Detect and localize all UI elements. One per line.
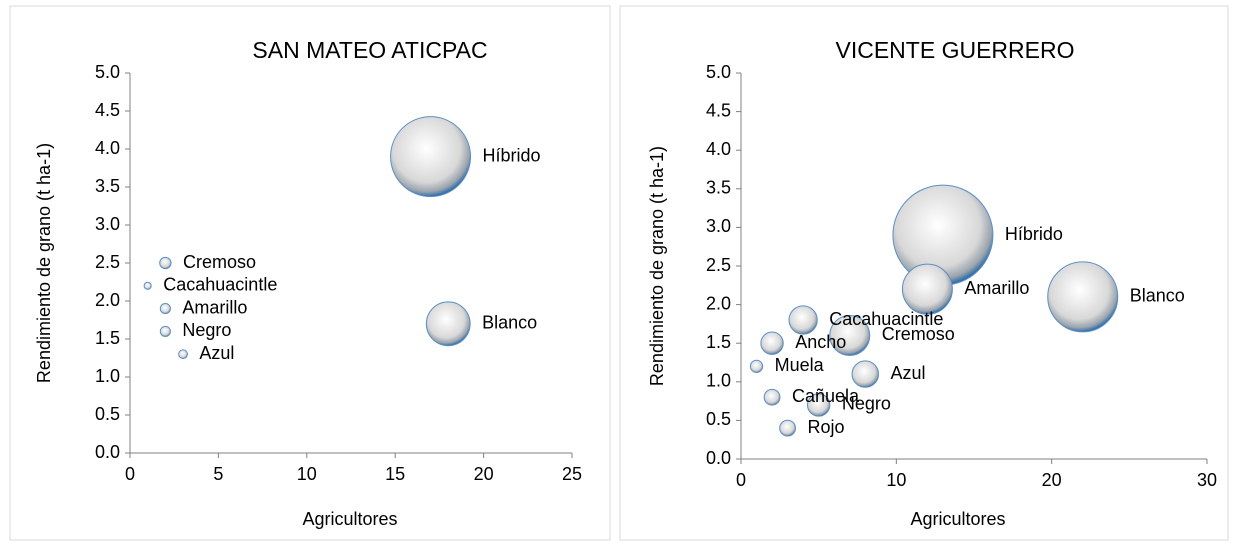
y-tick-label: 1.0: [95, 366, 120, 386]
data-label: Amarillo: [182, 297, 247, 317]
data-label: Negro: [842, 394, 891, 414]
x-axis-label: Agricultores: [910, 509, 1005, 529]
y-axis-label: Rendimiento de grano (t ha-1): [647, 146, 667, 386]
chart-title: VICENTE GUERRERO: [836, 37, 1075, 63]
y-tick-label: 2.0: [706, 293, 731, 313]
x-axis-label: Agricultores: [302, 509, 397, 529]
y-tick-label: 1.5: [95, 328, 120, 348]
bubble: [143, 281, 152, 290]
panel: [9, 5, 611, 541]
bubble: [760, 331, 784, 355]
bubble: [159, 325, 171, 337]
data-label: Cacahuacintle: [829, 309, 943, 329]
y-tick-label: 1.0: [706, 371, 731, 391]
data-label: Muela: [775, 355, 825, 375]
bubble: [178, 349, 188, 360]
x-tick-label: 0: [125, 464, 135, 484]
x-tick-label: 15: [385, 464, 405, 484]
x-tick-label: 20: [1042, 470, 1062, 490]
data-label: Amarillo: [964, 278, 1029, 298]
x-tick-label: 5: [213, 464, 223, 484]
data-label: Blanco: [1130, 286, 1185, 306]
chart-title: SAN MATEO ATICPAC: [252, 37, 487, 63]
bubble: [159, 303, 171, 315]
bubble: [749, 359, 764, 373]
y-tick-label: 2.5: [95, 252, 120, 272]
x-tick-label: 0: [736, 470, 746, 490]
bubble: [159, 256, 172, 270]
data-label: Azul: [890, 363, 925, 383]
y-axis-label: Rendimiento de grano (t ha-1): [34, 143, 54, 383]
data-label: Cacahuacintle: [163, 275, 277, 295]
y-tick-label: 4.0: [95, 138, 120, 158]
y-tick-label: 0.5: [706, 409, 731, 429]
x-tick-label: 25: [562, 464, 582, 484]
y-tick-label: 5.0: [706, 62, 731, 82]
y-tick-label: 5.0: [95, 62, 120, 82]
x-tick-label: 10: [297, 464, 317, 484]
bubble: [425, 301, 471, 347]
y-tick-label: 2.0: [95, 290, 120, 310]
bubble: [390, 116, 472, 198]
bubble: [901, 263, 953, 315]
bubble: [763, 388, 781, 406]
data-label: Cremoso: [183, 252, 256, 272]
data-label: Rojo: [808, 417, 845, 437]
bubble: [788, 305, 818, 335]
data-label: Cañuela: [792, 386, 860, 406]
x-tick-label: 10: [886, 470, 906, 490]
bubble: [1047, 261, 1119, 333]
x-tick-label: 30: [1197, 470, 1217, 490]
y-tick-label: 3.5: [706, 178, 731, 198]
y-tick-label: 1.5: [706, 332, 731, 352]
y-tick-label: 3.0: [95, 214, 120, 234]
data-label: Negro: [182, 320, 231, 340]
data-label: Híbrido: [483, 145, 541, 165]
y-tick-label: 3.5: [95, 176, 120, 196]
y-tick-label: 2.5: [706, 255, 731, 275]
y-tick-label: 4.5: [706, 100, 731, 120]
data-label: Híbrido: [1005, 224, 1063, 244]
bubble: [779, 419, 797, 437]
bubble: [851, 360, 879, 388]
y-tick-label: 4.5: [95, 100, 120, 120]
data-label: Ancho: [795, 332, 846, 352]
panel: [619, 5, 1229, 541]
data-label: Azul: [199, 343, 234, 363]
y-tick-label: 0.0: [95, 442, 120, 462]
data-label: Cremoso: [882, 324, 955, 344]
y-tick-label: 4.0: [706, 139, 731, 159]
y-tick-label: 3.0: [706, 216, 731, 236]
y-tick-label: 0.0: [706, 448, 731, 468]
y-tick-label: 0.5: [95, 404, 120, 424]
bubble: [806, 393, 831, 417]
x-tick-label: 20: [474, 464, 494, 484]
data-label: Blanco: [482, 313, 537, 333]
bubble: [829, 314, 871, 356]
